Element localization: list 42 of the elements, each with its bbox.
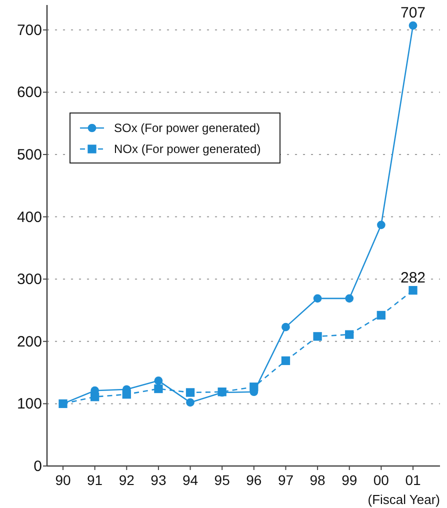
y-tick-label: 0 bbox=[34, 458, 42, 475]
y-tick-label: 200 bbox=[16, 333, 42, 350]
point bbox=[250, 382, 258, 392]
y-tick-label: 100 bbox=[16, 396, 42, 413]
x-tick-label: 00 bbox=[373, 472, 390, 488]
point bbox=[408, 286, 418, 295]
x-tick-label: 99 bbox=[342, 472, 358, 488]
point bbox=[313, 294, 322, 303]
point bbox=[186, 398, 194, 407]
y-tick-label: 500 bbox=[16, 146, 42, 164]
x-tick-label: 93 bbox=[150, 472, 166, 488]
x-tick-label: 92 bbox=[118, 472, 135, 488]
legend-label: NOx (For power generated) bbox=[114, 142, 261, 156]
point bbox=[313, 332, 322, 341]
point bbox=[377, 220, 386, 230]
x-tick-label: 01 bbox=[405, 472, 421, 488]
data-label: 282 bbox=[400, 269, 426, 286]
point bbox=[345, 294, 354, 303]
legend-label: SOx (For power generated) bbox=[114, 121, 260, 135]
x-tick-label: 98 bbox=[310, 472, 326, 488]
y-tick-label: 400 bbox=[16, 208, 42, 226]
point bbox=[154, 376, 163, 385]
point bbox=[345, 330, 354, 339]
point bbox=[282, 322, 290, 332]
x-tick-label: 91 bbox=[87, 472, 103, 488]
point bbox=[408, 21, 418, 30]
x-tick-label: 95 bbox=[214, 472, 230, 488]
point bbox=[90, 392, 100, 402]
point bbox=[122, 390, 131, 399]
data-label: 707 bbox=[400, 4, 426, 22]
x-tick-label: 97 bbox=[278, 472, 294, 488]
x-tick-label: 96 bbox=[246, 472, 262, 488]
y-tick-label: 600 bbox=[16, 84, 42, 102]
x-tick-label: 90 bbox=[55, 472, 71, 488]
point bbox=[154, 384, 163, 394]
x-axis-title: (Fiscal Year) bbox=[368, 492, 440, 507]
point bbox=[281, 356, 290, 366]
point bbox=[186, 388, 195, 397]
x-tick-label: 94 bbox=[182, 472, 198, 488]
point bbox=[376, 310, 386, 320]
y-tick-label: 700 bbox=[16, 22, 42, 39]
y-tick-label: 300 bbox=[16, 271, 42, 288]
